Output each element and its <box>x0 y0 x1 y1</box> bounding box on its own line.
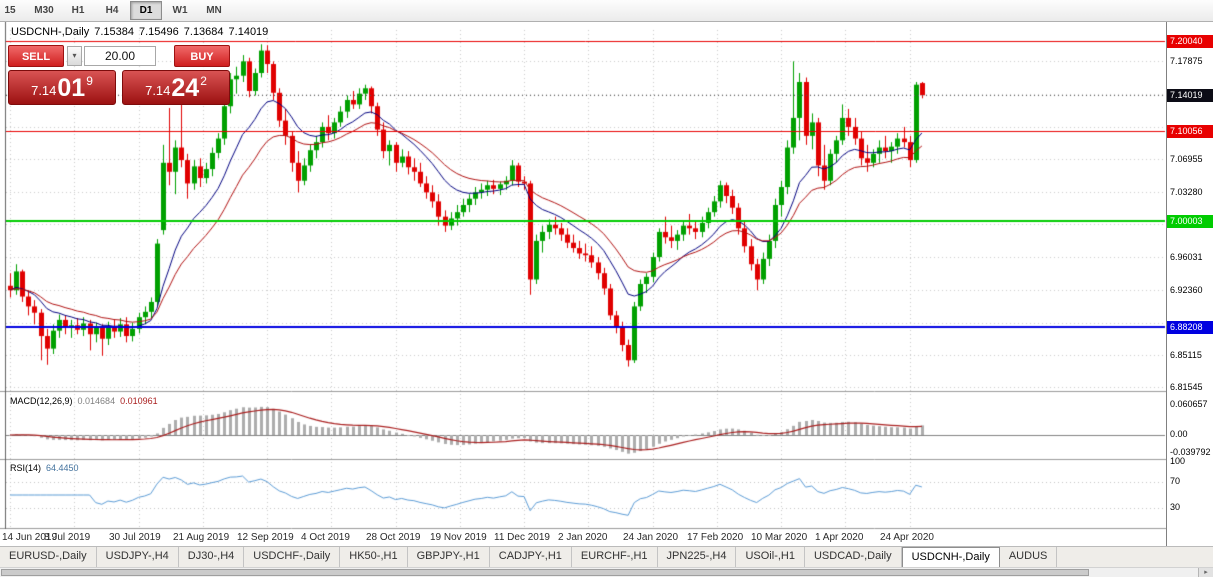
date-axis-label: 2 Jan 2020 <box>558 532 608 543</box>
current-price-badge: 7.14019 <box>1167 89 1213 102</box>
volume-dropdown-button[interactable]: ▾ <box>67 46 82 66</box>
chart-tab-eurusd-daily[interactable]: EURUSD-,Daily <box>0 547 97 567</box>
chart-tab-usdcnh-daily[interactable]: USDCNH-,Daily <box>901 547 1000 567</box>
macd-axis-label: 0.060657 <box>1170 399 1208 409</box>
chart-tab-audus[interactable]: AUDUS <box>1000 547 1058 567</box>
date-axis-label: 28 Oct 2019 <box>366 532 421 543</box>
date-axis-label: 30 Jul 2019 <box>109 532 161 543</box>
chart-tab-usoil-h1[interactable]: USOil-,H1 <box>736 547 805 567</box>
timeframe-button-15[interactable]: 15 <box>4 5 16 16</box>
date-axis-label: 21 Aug 2019 <box>173 532 230 543</box>
date-axis-label: 19 Nov 2019 <box>430 532 487 543</box>
price-level-badge: 7.20040 <box>1167 35 1213 48</box>
sell-button[interactable]: SELL <box>8 45 64 67</box>
rsi-axis-label: 70 <box>1170 476 1181 486</box>
bid-price-prefix: 7.14 <box>31 83 57 98</box>
ask-price-big-digits: 24 <box>171 74 200 102</box>
date-axis-label: 12 Sep 2019 <box>237 532 294 543</box>
macd-indicator-label: MACD(12,26,9) 0.014684 0.010961 <box>10 396 158 406</box>
date-axis[interactable]: 14 Jun 2019 8 Jul 2019 30 Jul 2019 21 Aug 2… <box>0 530 1166 546</box>
chart-canvas[interactable] <box>0 22 1166 546</box>
chart-high-value: 7.15496 <box>139 26 179 38</box>
bid-price-big-digits: 01 <box>57 74 86 102</box>
chart-symbol-label: USDCNH-,Daily <box>11 26 90 38</box>
date-axis-label: 11 Dec 2019 <box>494 532 550 543</box>
timeframe-button-d1[interactable]: D1 <box>130 1 162 20</box>
timeframe-button-h1[interactable]: H1 <box>71 5 85 16</box>
price-level-badge: 7.00003 <box>1167 215 1213 228</box>
timeframe-toolbar: 15 M30 H1 H4 D1 W1 MN <box>0 0 1213 22</box>
timeframe-bar: 15 M30 H1 H4 D1 W1 MN <box>0 0 231 21</box>
chart-tab-usdcad-daily[interactable]: USDCAD-,Daily <box>805 547 902 567</box>
buy-price-button[interactable]: 7.14 24 2 <box>122 70 230 105</box>
ask-price-prefix: 7.14 <box>145 83 171 98</box>
price-axis[interactable]: 7.17875 7.06955 7.03280 6.96031 6.92360 6.851… <box>1166 22 1213 546</box>
date-axis-label: 8 Jul 2019 <box>44 532 91 543</box>
rsi-value: 64.4450 <box>46 463 79 473</box>
rsi-axis-label: 100 <box>1170 456 1186 466</box>
price-axis-label: 7.17875 <box>1170 56 1203 66</box>
chart-open-value: 7.15384 <box>94 26 134 38</box>
chart-title: USDCNH-,Daily 7.15384 7.15496 7.13684 7.1401… <box>11 26 273 38</box>
timeframe-button-w1[interactable]: W1 <box>172 5 188 16</box>
rsi-axis-label: 30 <box>1170 502 1181 512</box>
chart-tab-usdchf-daily[interactable]: USDCHF-,Daily <box>244 547 341 567</box>
date-axis-label: 4 Oct 2019 <box>301 532 350 543</box>
date-axis-label: 1 Apr 2020 <box>815 532 864 543</box>
chart-tab-jpn225-h4[interactable]: JPN225-,H4 <box>658 547 737 567</box>
price-axis-label: 6.85115 <box>1170 350 1202 360</box>
macd-axis-label: 0.00 <box>1170 429 1188 439</box>
chevron-down-icon: ▾ <box>72 51 77 60</box>
price-axis-label: 7.03280 <box>1170 187 1203 197</box>
timeframe-button-h4[interactable]: H4 <box>105 5 119 16</box>
ask-price-pipette: 2 <box>200 74 207 88</box>
price-axis-label: 6.92360 <box>1170 285 1203 295</box>
chart-tab-hk50-h1[interactable]: HK50-,H1 <box>340 547 408 567</box>
price-level-badge: 6.88208 <box>1167 321 1213 334</box>
date-axis-label: 24 Apr 2020 <box>880 532 934 543</box>
date-axis-label: 14 Jun 2019 <box>2 532 58 543</box>
price-level-badge: 7.10056 <box>1167 125 1213 138</box>
price-axis-label: 6.81545 <box>1170 382 1203 392</box>
scrollbar-right-arrow[interactable]: ▸ <box>1198 568 1213 577</box>
trade-panel-price-row: 7.14 01 9 7.14 24 2 <box>8 70 230 105</box>
chart-tab-eurchf-h1[interactable]: EURCHF-,H1 <box>572 547 658 567</box>
chart-tab-dj30-h4[interactable]: DJ30-,H4 <box>179 547 245 567</box>
macd-signal-value: 0.010961 <box>120 396 158 406</box>
chart-tab-cadjpy-h1[interactable]: CADJPY-,H1 <box>490 547 572 567</box>
one-click-trading-panel: SELL ▾ 20.00 BUY 7.14 01 9 7.14 24 2 <box>8 45 230 105</box>
scrollbar-thumb[interactable] <box>1 569 1089 576</box>
chart-tab-bar: EURUSD-,Daily USDJPY-,H4 DJ30-,H4 USDCHF-,D… <box>0 546 1213 567</box>
price-axis-label: 7.06955 <box>1170 154 1203 164</box>
chart-window: USDCNH-,Daily 7.15384 7.15496 7.13684 7.1401… <box>0 22 1213 546</box>
timeframe-button-mn[interactable]: MN <box>206 5 222 16</box>
date-axis-label: 24 Jan 2020 <box>623 532 679 543</box>
price-axis-label: 6.96031 <box>1170 252 1203 262</box>
chart-tab-usdjpy-h4[interactable]: USDJPY-,H4 <box>97 547 179 567</box>
date-axis-label: 10 Mar 2020 <box>751 532 808 543</box>
macd-axis-label: -0.039792 <box>1170 447 1211 457</box>
chart-low-value: 7.13684 <box>183 26 224 38</box>
timeframe-button-m30[interactable]: M30 <box>34 5 54 16</box>
macd-name: MACD(12,26,9) <box>10 396 73 406</box>
rsi-indicator-label: RSI(14) 64.4450 <box>10 463 79 473</box>
trade-panel-top-row: SELL ▾ 20.00 BUY <box>8 45 230 67</box>
chart-close-value: 7.14019 <box>228 26 269 38</box>
volume-input[interactable]: 20.00 <box>84 46 156 66</box>
horizontal-scrollbar[interactable]: ▸ <box>0 567 1213 577</box>
rsi-name: RSI(14) <box>10 463 42 473</box>
macd-main-value: 0.014684 <box>77 396 116 406</box>
sell-price-button[interactable]: 7.14 01 9 <box>8 70 116 105</box>
bid-price-pipette: 9 <box>86 74 93 88</box>
chart-tab-gbpjpy-h1[interactable]: GBPJPY-,H1 <box>408 547 490 567</box>
date-axis-label: 17 Feb 2020 <box>687 532 744 543</box>
buy-button[interactable]: BUY <box>174 45 230 67</box>
